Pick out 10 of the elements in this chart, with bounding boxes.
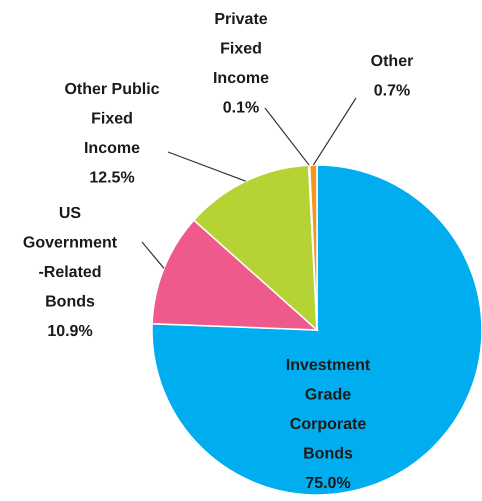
slice-label: Investment Grade Corporate Bonds: [286, 357, 371, 462]
data-label: 10.9%: [47, 323, 93, 340]
slice-label: Other: [370, 53, 414, 70]
data-label: 75.0%: [305, 475, 351, 492]
data-label: 0.7%: [374, 82, 410, 100]
slice-label: Other Public Fixed Income: [64, 81, 160, 157]
slice-label: US Government-Related Bonds: [22, 205, 118, 310]
slice-label: Private Fixed Income: [212, 11, 270, 87]
data-label: 12.5%: [89, 170, 135, 186]
data-label: 0.1%: [222, 100, 260, 116]
